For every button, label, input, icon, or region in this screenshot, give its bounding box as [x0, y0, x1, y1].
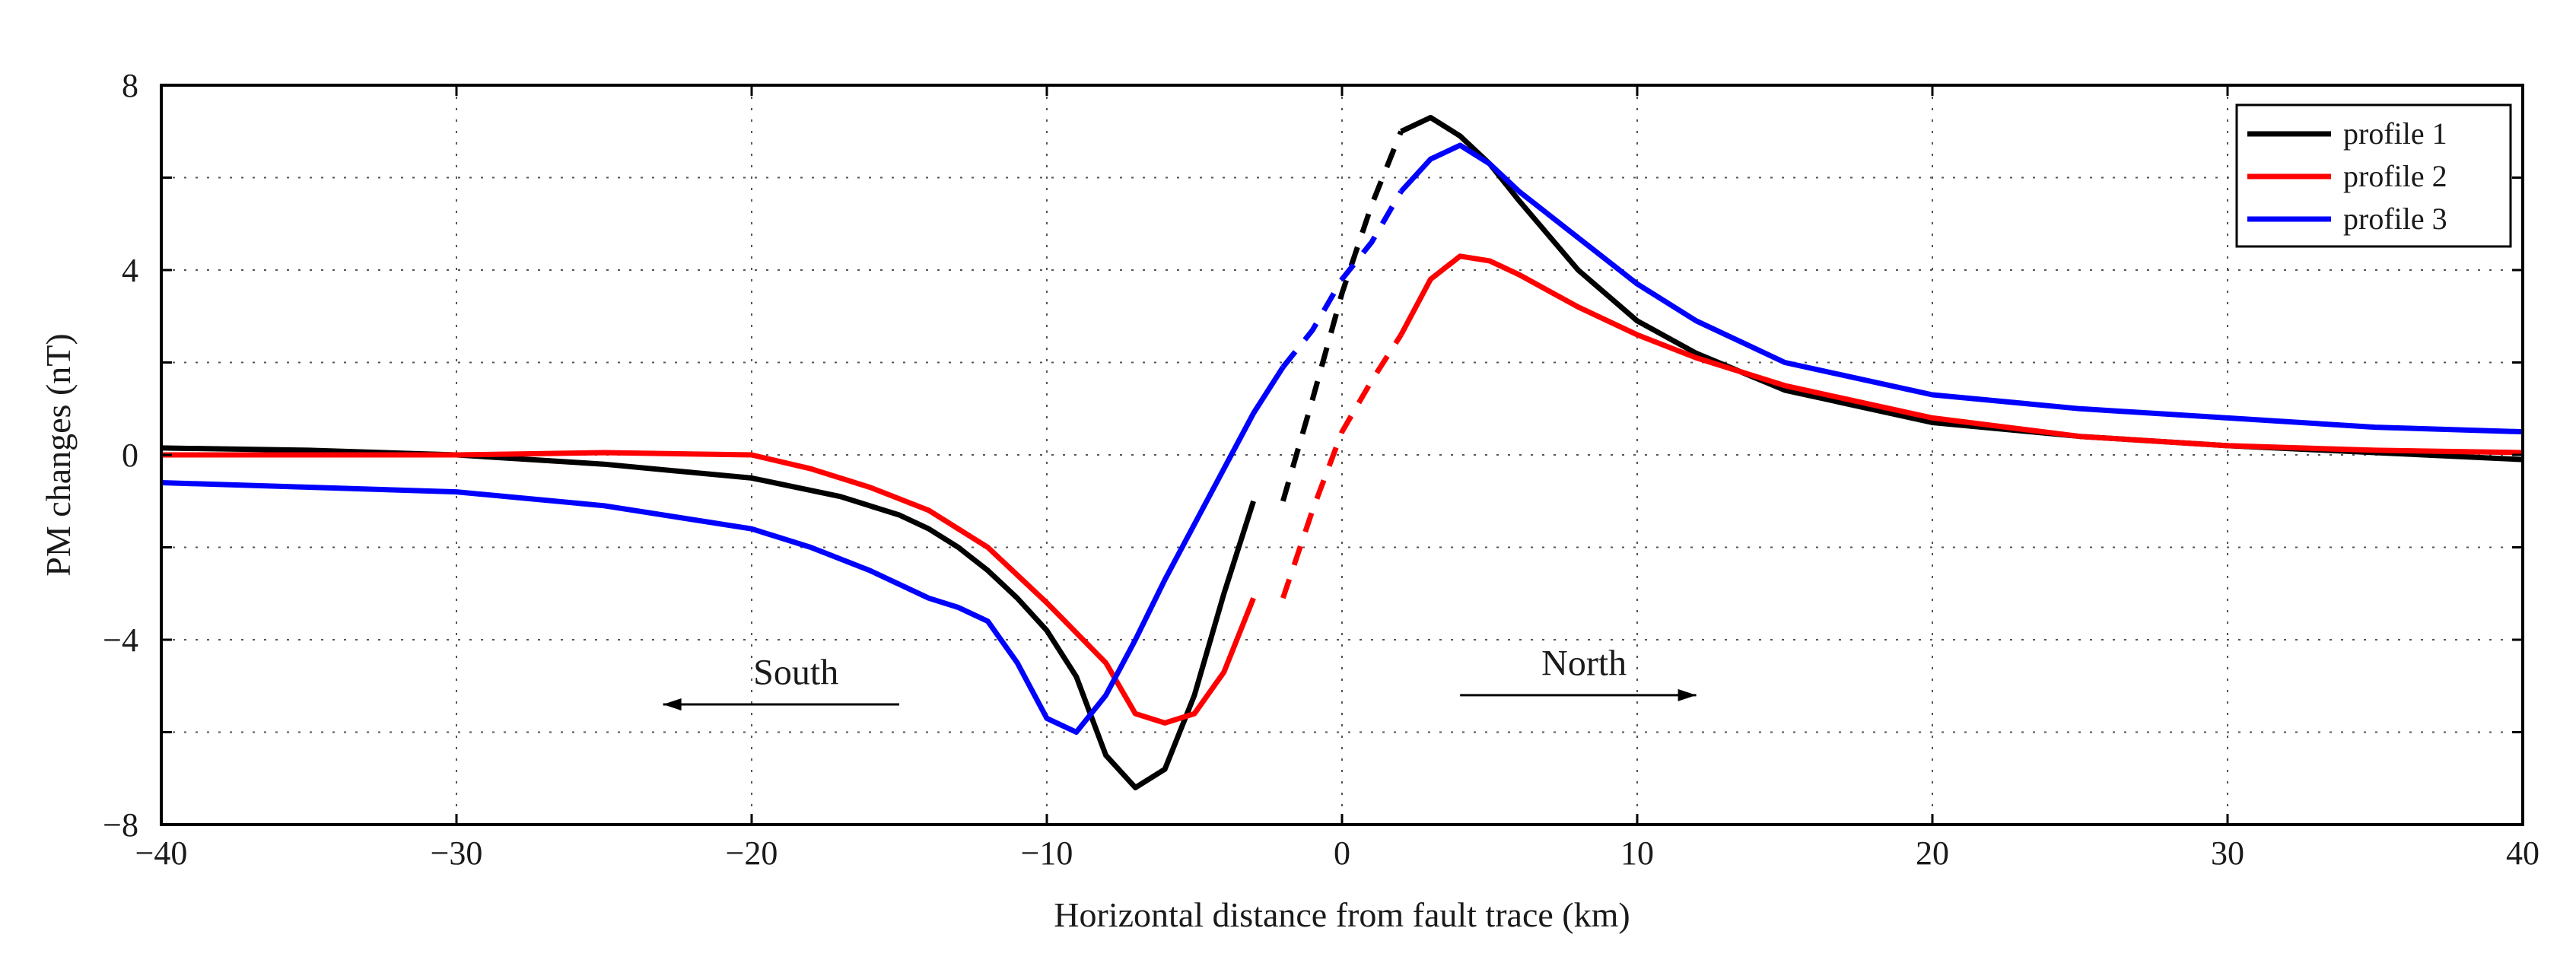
- x-tick-label: 0: [1334, 834, 1350, 872]
- y-tick-label: −8: [103, 806, 138, 844]
- profile-3-line-solid: [1399, 142, 2524, 435]
- x-axis-title: Horizontal distance from fault trace (km…: [1054, 895, 1630, 934]
- legend: profile 1 profile 2 profile 3: [2235, 103, 2512, 248]
- y-tick-label: 4: [122, 252, 138, 289]
- x-tick-label: 30: [2211, 834, 2244, 872]
- legend-label-profile-2: profile 2: [2343, 159, 2447, 193]
- annotations: South North: [663, 643, 1697, 711]
- north-arrow-head: [1678, 688, 1697, 701]
- y-tick-label: −4: [103, 621, 138, 659]
- profile-3-line-dashed: [1280, 189, 1404, 369]
- x-tick-label: 40: [2506, 834, 2539, 872]
- profile-2-line-dashed: [1280, 333, 1404, 599]
- profile-1-line-solid: [161, 445, 1256, 790]
- x-tick-label: −20: [726, 834, 778, 872]
- x-tick-label: 10: [1620, 834, 1654, 872]
- y-tick-label: 0: [122, 437, 138, 474]
- profile-2-line-solid: [1398, 253, 2524, 456]
- x-tick-label: −10: [1021, 834, 1073, 872]
- legend-label-profile-3: profile 3: [2343, 202, 2447, 236]
- y-axis-title: PM changes (nT): [39, 333, 78, 576]
- x-tick-label: −30: [431, 834, 483, 872]
- profile-2-line-solid: [161, 450, 1256, 726]
- grid: [161, 85, 2523, 825]
- profile-1-line-dashed: [1280, 130, 1404, 502]
- x-tick-label: −40: [135, 834, 188, 872]
- x-tick-label: 20: [1916, 834, 1949, 872]
- y-tick-label: 8: [122, 67, 138, 104]
- south-arrow-head: [663, 698, 682, 711]
- series-lines: [161, 115, 2524, 790]
- south-label: South: [753, 653, 838, 693]
- north-label: North: [1541, 643, 1627, 683]
- profile-3-line-solid: [161, 365, 1286, 735]
- legend-label-profile-1: profile 1: [2343, 116, 2447, 151]
